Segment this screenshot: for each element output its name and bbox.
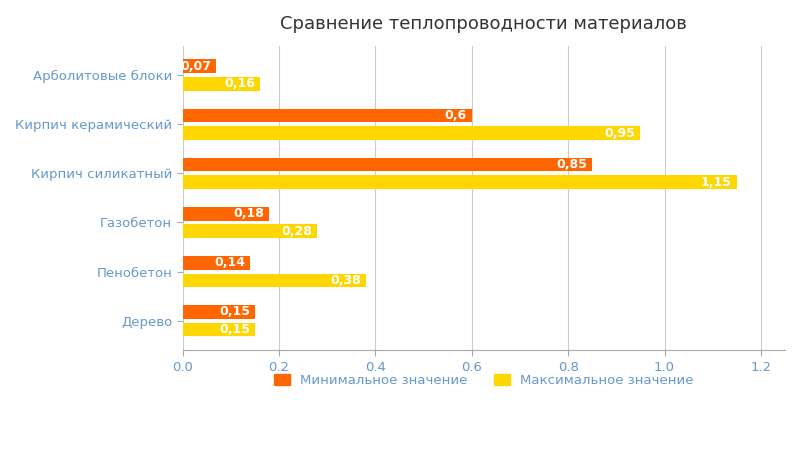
Text: 0,18: 0,18	[234, 207, 265, 220]
Text: 0,14: 0,14	[214, 256, 245, 269]
Title: Сравнение теплопроводности материалов: Сравнение теплопроводности материалов	[280, 15, 687, 33]
Text: 0,16: 0,16	[224, 77, 255, 90]
Text: 1,15: 1,15	[701, 176, 732, 189]
Bar	[182, 59, 216, 73]
Text: 0,38: 0,38	[330, 274, 361, 287]
Text: 0,85: 0,85	[557, 158, 587, 171]
Bar	[182, 126, 641, 140]
Text: 0,15: 0,15	[219, 306, 250, 318]
Legend: Минимальное значение, Максимальное значение: Минимальное значение, Максимальное значе…	[269, 368, 699, 392]
Bar	[182, 323, 255, 337]
Bar	[182, 305, 255, 319]
Bar	[182, 176, 737, 189]
Bar	[182, 207, 270, 220]
Bar	[182, 158, 592, 171]
Bar	[182, 77, 260, 91]
Text: 0,95: 0,95	[605, 126, 635, 140]
Text: 0,6: 0,6	[445, 109, 467, 122]
Bar	[182, 274, 366, 287]
Text: 0,15: 0,15	[219, 323, 250, 336]
Text: 0,28: 0,28	[282, 225, 313, 238]
Text: 0,07: 0,07	[181, 60, 211, 73]
Bar	[182, 108, 472, 122]
Bar	[182, 256, 250, 270]
Bar	[182, 225, 318, 238]
